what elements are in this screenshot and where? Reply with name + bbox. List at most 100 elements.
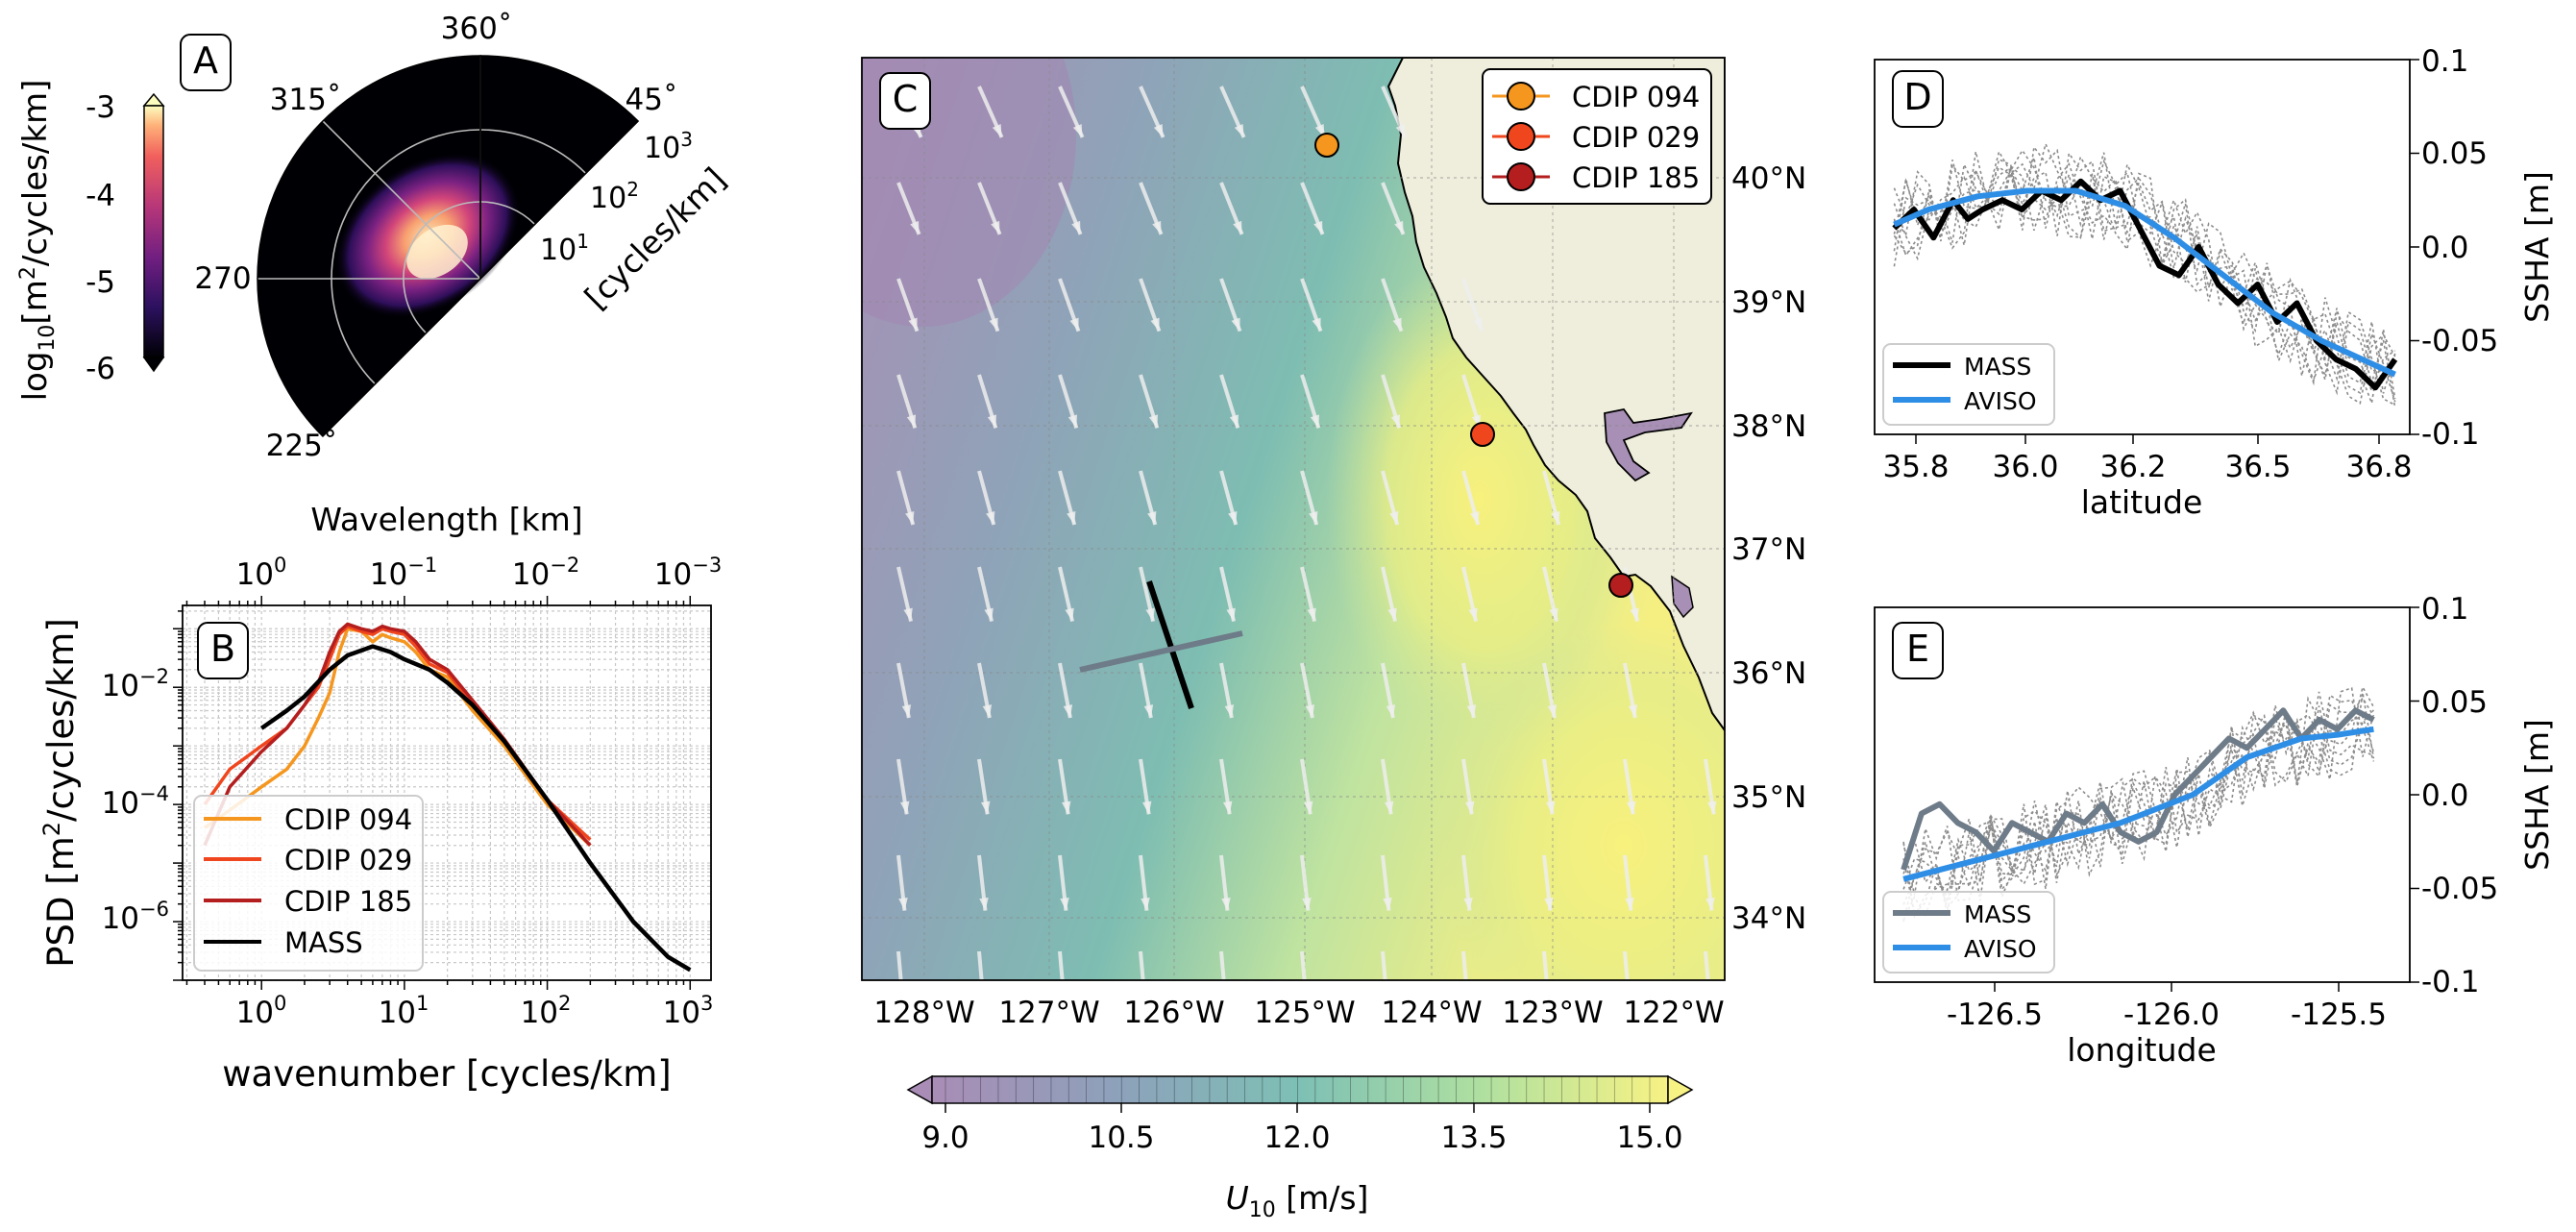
wind-arrow (1139, 278, 1162, 333)
panel-b-label: B (210, 628, 235, 670)
wind-arrow (1542, 662, 1558, 719)
wind-arrow-head (1060, 898, 1069, 911)
buoy-marker-cdip-029 (1470, 422, 1495, 447)
b-xtick-label: 100 (236, 992, 287, 1030)
wind-arrow (1219, 182, 1244, 235)
wind-arrow-head (1464, 801, 1475, 815)
wind-arrow-head (1231, 317, 1240, 332)
series-line-mass (1901, 707, 2375, 871)
wind-arrow-head (1705, 898, 1715, 911)
wind-arrow-head (984, 607, 994, 622)
wind-arrow (1461, 758, 1475, 815)
wind-arrow-head (980, 801, 991, 815)
e-ytick-label: -0.05 (2421, 872, 2498, 906)
wind-arrow (1139, 950, 1145, 980)
d-ytick-label: 0.05 (2421, 136, 2488, 171)
wind-arrow (1300, 566, 1316, 622)
panel-e-ensemble-lines (1902, 684, 2375, 923)
colorbar-c-label: U10 [m/s] (1226, 1179, 1369, 1222)
panel-c-colorbar: 9.0 10.5 12.0 13.5 15.0 U10 [m/s] (906, 1074, 1694, 1222)
c-ytick-label: 38°N (1731, 409, 1806, 444)
wind-arrow-head (1463, 898, 1473, 911)
wind-arrow-head (910, 220, 920, 234)
ensemble-line (1893, 145, 2396, 394)
wind-arrows (896, 86, 1717, 980)
polar-radial-tick: 103 (644, 128, 693, 165)
e-xlabel: longitude (2067, 1031, 2217, 1069)
wind-arrow (1219, 662, 1235, 719)
panel-b: B 100 101 102 103 100 10−1 10−2 10−3 10−… (38, 501, 722, 1095)
wind-arrow-head (1063, 704, 1073, 718)
wind-arrow-head (905, 511, 915, 525)
panel-d-ticks (1915, 59, 2419, 444)
wind-arrow-head (1067, 511, 1076, 525)
polar-angle-label: 225˚ (266, 429, 338, 463)
wind-arrow (977, 470, 996, 526)
polar-radial-tick: 101 (540, 230, 589, 267)
wind-arrow-shaft (1139, 950, 1145, 980)
c-xtick-label: 127°W (998, 996, 1099, 1030)
buoy-marker-cdip-094 (1314, 133, 1339, 158)
wind-arrow-head (1072, 124, 1083, 137)
polar-angle-label: 315˚ (270, 83, 342, 117)
e-ylabel: SSHA [m] (2518, 719, 2556, 871)
panel-d: D 35.8 36.0 36.2 36.5 36.8 0.1 0.05 0.0 … (1874, 44, 2556, 521)
wind-arrow (1623, 950, 1630, 980)
wind-arrow-head (1549, 607, 1558, 622)
d-xtick-label: 36.2 (2099, 450, 2166, 484)
b-top-tick-label: 100 (236, 554, 287, 592)
wind-arrow-head (1145, 607, 1155, 622)
transect-longitude (1079, 630, 1243, 673)
wind-arrow-head (1065, 607, 1074, 622)
d-xtick-label: 36.0 (1992, 450, 2058, 484)
e-ytick-label: -0.1 (2421, 965, 2480, 999)
panel-a-polar-plot (257, 55, 640, 438)
panel-e: E -126.5 -126.0 -125.5 0.1 0.05 0.0 -0.0… (1874, 592, 2556, 1069)
wind-arrow (1139, 470, 1158, 526)
wind-arrow-head (1551, 511, 1560, 525)
wind-arrow-head (1305, 704, 1315, 718)
b-top-tick-label: 10−2 (512, 554, 579, 592)
wind-arrow (1704, 758, 1717, 815)
panel-c-legend: CDIP 094 CDIP 029 CDIP 185 (1482, 68, 1712, 205)
wind-arrow-head (1228, 511, 1238, 525)
wind-arrow-head (1302, 898, 1312, 911)
legend-marker-cdip-094 (1507, 82, 1535, 111)
legend-label: CDIP 029 (284, 844, 412, 876)
wind-arrow-head (1706, 801, 1717, 815)
wind-arrow-head (986, 511, 995, 525)
panel-b-lines (203, 622, 692, 973)
b-xtick-label: 103 (663, 992, 714, 1030)
ensemble-line (1902, 697, 2375, 923)
wind-arrow-shaft (896, 950, 903, 980)
wind-arrow-head (1148, 414, 1158, 429)
panel-c: C CDIP 094 CDIP 029 CDIP 185 128°W 127°W… (861, 57, 1806, 1222)
wind-arrow (896, 278, 920, 333)
wind-arrow-head (899, 801, 910, 815)
wind-arrow (896, 758, 910, 815)
legend-label: CDIP 185 (284, 885, 412, 918)
e-xtick-label: -125.5 (2291, 998, 2387, 1032)
wind-arrow (1381, 950, 1387, 980)
panel-e-ticks (1994, 606, 2419, 992)
wind-arrow (1058, 662, 1073, 719)
wind-arrow (977, 662, 993, 719)
panel-c-label-box (879, 72, 931, 130)
wind-arrow (1542, 854, 1554, 911)
wind-arrow (1058, 758, 1071, 815)
wind-arrow-head (1313, 220, 1323, 234)
panel-b-legend: CDIP 094 CDIP 029 CDIP 185 MASS (193, 795, 424, 972)
c-xtick-label: 123°W (1502, 996, 1603, 1030)
wind-arrow-head (979, 898, 989, 911)
c-ytick-label: 35°N (1731, 780, 1806, 815)
c-ytick-label: 40°N (1731, 161, 1806, 196)
wind-arrow (896, 662, 912, 719)
wind-arrow-head (1470, 511, 1480, 525)
panel-e-legend: MASS AVISO (1882, 891, 2055, 973)
panel-c-label: C (893, 78, 919, 120)
panel-a: -3 -4 -5 -6 log10[m2/cycles/km] A (16, 12, 733, 463)
wind-arrow (1381, 662, 1396, 719)
monterey-bay (1671, 575, 1694, 619)
wind-arrow (1461, 278, 1484, 333)
ensemble-line (1902, 710, 2375, 919)
